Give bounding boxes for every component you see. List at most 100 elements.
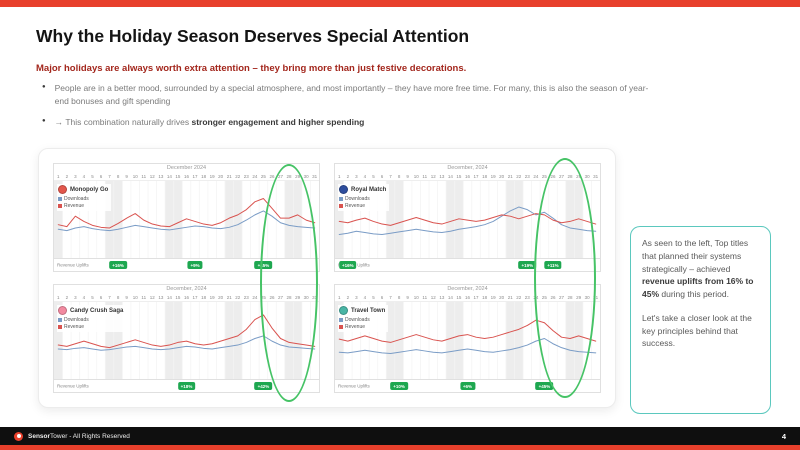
bottom-accent-bar	[0, 445, 800, 450]
day-tick-label: 16	[464, 174, 470, 179]
day-tick-label: 30	[303, 174, 309, 179]
day-tick-label: 12	[430, 174, 436, 179]
day-tick-label: 18	[482, 174, 488, 179]
day-tick-label: 27	[277, 174, 283, 179]
day-tick-label: 29	[295, 174, 301, 179]
day-tick-label: 22	[235, 174, 241, 179]
app-row: Travel Town	[339, 306, 385, 315]
chart-legend: Candy Crush Saga Downloads Revenue	[57, 305, 127, 332]
day-tick-label: 24	[252, 174, 258, 179]
royal-match-app-icon	[339, 185, 348, 194]
chart-month-label: December, 2024	[447, 286, 488, 292]
line-chart	[54, 302, 319, 379]
legend-label: Revenue	[64, 324, 85, 330]
downloads-swatch	[339, 196, 343, 201]
legend-item-revenue: Revenue	[339, 203, 386, 209]
day-tick-label: 31	[593, 174, 599, 179]
day-tick-label: 26	[269, 174, 275, 179]
insight-callout-box: As seen to the left, Top titles that pla…	[630, 226, 771, 414]
top-accent-bar	[0, 0, 800, 7]
callout-p1-bold: revenue uplifts from 16% to 45%	[642, 276, 754, 299]
day-tick-label: 2	[346, 174, 350, 179]
day-tick-label: 28	[567, 174, 573, 179]
uplift-badge: +45%	[535, 382, 554, 390]
chart-panel-royal-match: December, 2024 1 2 3 4 5 6 7 8 9 10 11 12 13 14 15 16 17…	[334, 163, 601, 272]
day-tick-label: 8	[116, 174, 120, 179]
chart-day-axis: 1 2 3 4 5 6 7 8 9 10 11 12 13 14 15 16 17 18 19 20 21 22 23 24 2…	[54, 173, 319, 180]
day-tick-label: 19	[209, 295, 215, 300]
travel-town-app-icon	[339, 306, 348, 315]
legend-item-downloads: Downloads	[58, 317, 123, 323]
day-tick-label: 17	[473, 295, 479, 300]
bullet-marker: ●	[42, 118, 46, 125]
callout-paragraph-2: Let's take a closer look at the key prin…	[642, 312, 752, 349]
uplift-badge: +19%	[518, 261, 537, 269]
day-tick-label: 22	[516, 174, 522, 179]
day-tick-label: 13	[439, 295, 445, 300]
uplift-badge: +16%	[338, 261, 357, 269]
day-tick-label: 11	[141, 295, 147, 300]
day-tick-label: 10	[132, 295, 138, 300]
day-tick-label: 19	[209, 174, 215, 179]
day-tick-label: 16	[183, 174, 189, 179]
chart-plot-area: Monopoly Go Downloads Revenue	[54, 180, 319, 258]
revenue-swatch	[339, 325, 343, 329]
bullet-marker: ●	[42, 84, 46, 90]
callout-paragraph-1: As seen to the left, Top titles that pla…	[642, 237, 759, 301]
day-tick-label: 1	[338, 174, 341, 179]
legend-label: Downloads	[345, 316, 370, 323]
day-tick-label: 22	[235, 295, 241, 300]
day-tick-label: 20	[218, 174, 224, 179]
app-name: Monopoly Go	[70, 186, 109, 193]
day-tick-label: 9	[125, 295, 128, 300]
app-name: Royal Match	[351, 186, 387, 193]
day-tick-label: 11	[141, 174, 147, 179]
day-tick-label: 8	[397, 295, 401, 300]
day-tick-label: 16	[464, 295, 470, 300]
day-tick-label: 23	[524, 174, 530, 179]
charts-card: December 2024 1 2 3 4 5 6 7 8 9 10 11 12 13 14 15 16 17 1…	[38, 148, 616, 408]
day-tick-label: 25	[260, 174, 266, 179]
bullet-item-2: ● → This combination naturally drives st…	[42, 116, 652, 129]
day-tick-label: 4	[363, 295, 367, 300]
day-tick-label: 27	[277, 295, 283, 300]
day-tick-label: 16	[183, 295, 189, 300]
page-subtitle: Major holidays are always worth extra at…	[36, 63, 467, 74]
chart-panel-monopoly-go: December 2024 1 2 3 4 5 6 7 8 9 10 11 12 13 14 15 16 17 1…	[53, 163, 320, 272]
legend-label: Revenue	[345, 324, 366, 330]
chart-footer-strip: Revenue Uplifts +18% +42%	[54, 379, 319, 392]
chart-plot-area: Travel Town Downloads Revenue	[335, 301, 600, 379]
legend-item-downloads: Downloads	[339, 317, 385, 323]
day-tick-label: 5	[372, 174, 375, 179]
chart-day-axis: 1 2 3 4 5 6 7 8 9 10 11 12 13 14 15 16 17 18 19 20 21 22 23 24 2…	[54, 294, 319, 301]
day-tick-label: 14	[166, 295, 172, 300]
legend-label: Downloads	[345, 195, 370, 202]
uplift-badge: +6%	[459, 382, 476, 390]
day-tick-label: 20	[218, 295, 224, 300]
day-tick-label: 2	[65, 295, 69, 300]
chart-day-axis: 1 2 3 4 5 6 7 8 9 10 11 12 13 14 15 16 17 18 19 20 21 22 23 24 2…	[335, 173, 600, 180]
day-tick-label: 6	[380, 295, 384, 300]
day-tick-label: 31	[312, 295, 318, 300]
page-title: Why the Holiday Season Deserves Special …	[36, 26, 470, 46]
uplift-badge: +16%	[109, 261, 127, 269]
day-tick-label: 3	[74, 174, 77, 179]
chart-month-label: December, 2024	[447, 165, 488, 171]
legend-item-downloads: Downloads	[339, 196, 386, 202]
uplift-badge: +11%	[544, 261, 562, 269]
day-tick-label: 30	[303, 295, 309, 300]
day-tick-label: 26	[550, 174, 556, 179]
day-tick-label: 1	[57, 295, 60, 300]
uplift-badge: +18%	[177, 382, 196, 390]
uplift-badges: +18% +42%	[54, 380, 319, 392]
day-tick-label: 7	[389, 174, 392, 179]
app-name: Travel Town	[351, 307, 386, 314]
footer-brand-text: SensorTower - All Rights Reserved	[28, 433, 130, 440]
day-tick-label: 21	[226, 295, 232, 300]
day-tick-label: 9	[406, 174, 409, 179]
uplift-badges: +10% +6% +45%	[335, 380, 600, 392]
day-tick-label: 27	[558, 174, 564, 179]
day-tick-label: 13	[158, 295, 164, 300]
day-tick-label: 25	[541, 174, 547, 179]
day-tick-label: 10	[413, 295, 419, 300]
